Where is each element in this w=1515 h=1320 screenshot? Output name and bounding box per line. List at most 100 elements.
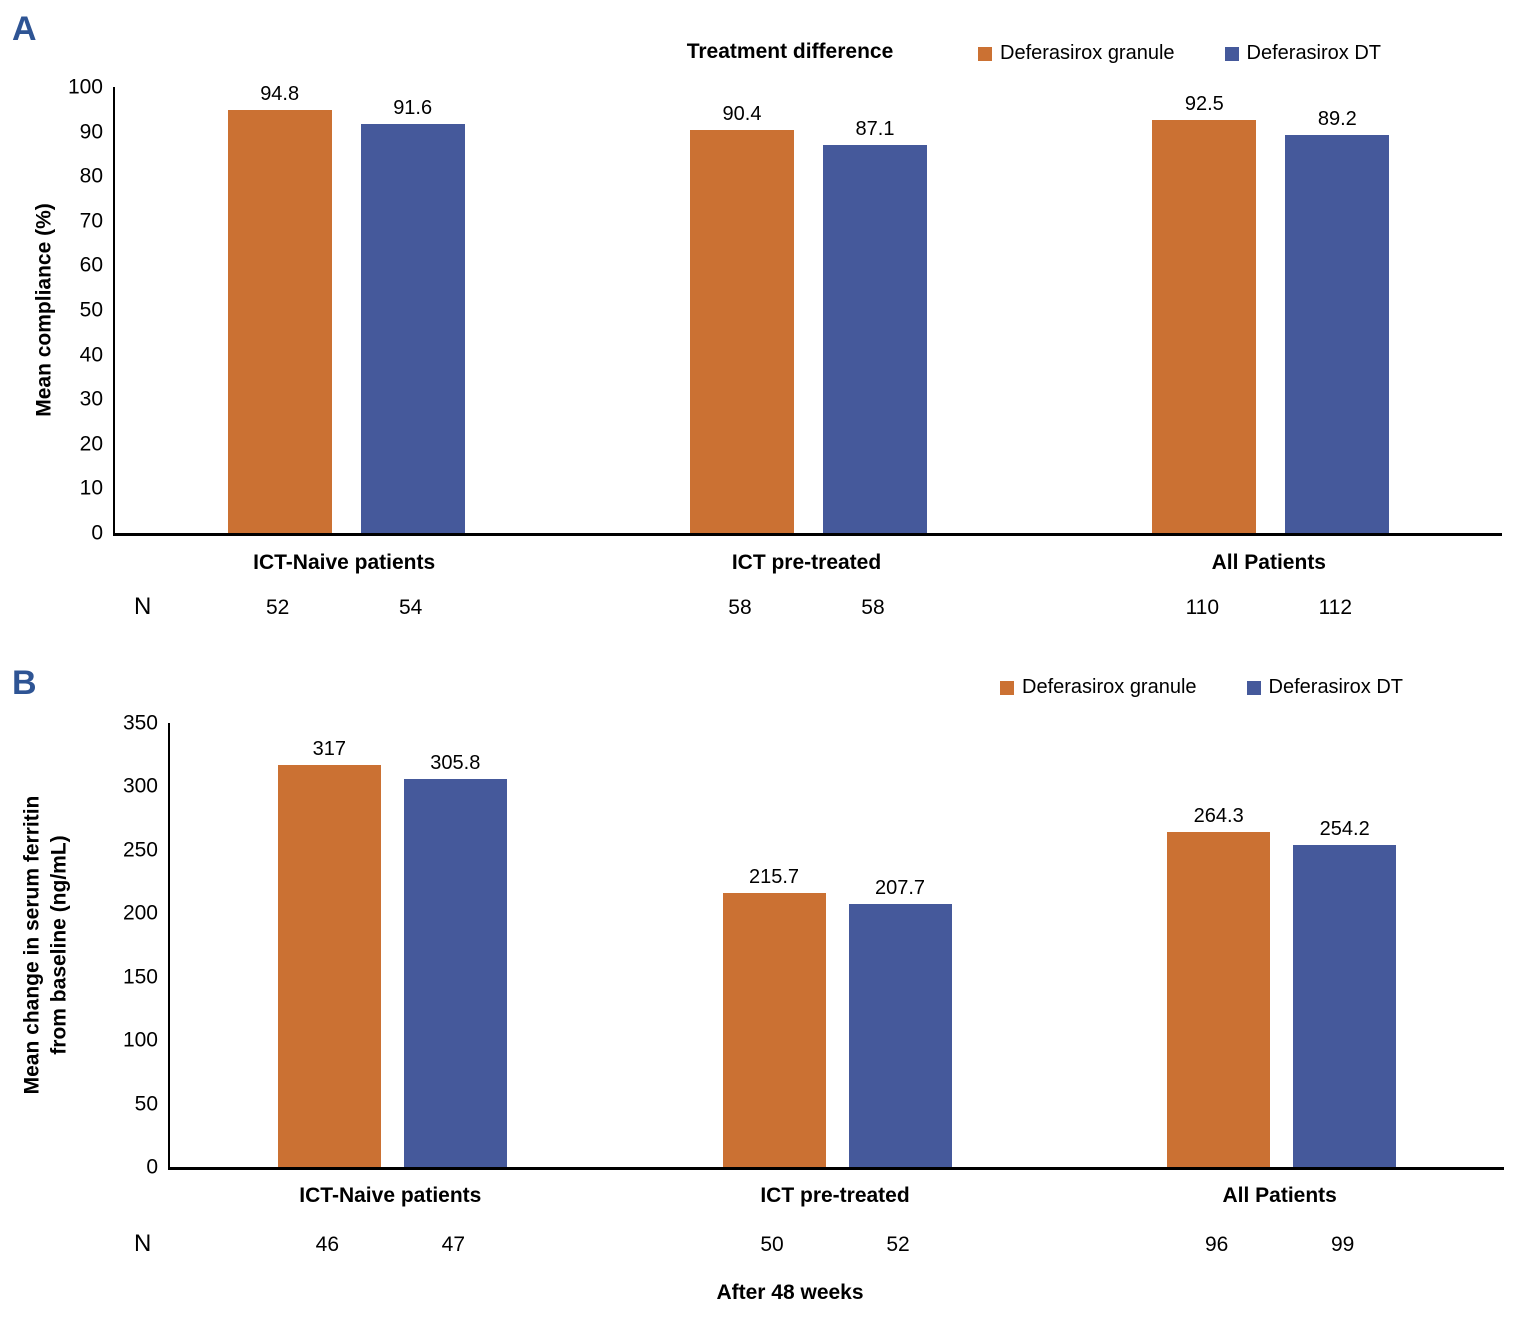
bar-with-label: 90.4 xyxy=(689,102,794,533)
y-axis-ticks-b: 0 50 100 150 200 250 300 350 xyxy=(0,713,158,1178)
bar xyxy=(227,110,332,533)
y-tick-label: 150 xyxy=(122,965,158,989)
bar xyxy=(403,779,507,1167)
legend-swatch-icon xyxy=(1246,680,1261,695)
bar xyxy=(848,903,952,1167)
panel-a-title: Treatment difference xyxy=(686,40,894,63)
x-axis-title: After 48 weeks xyxy=(716,1281,864,1304)
y-tick-label: 60 xyxy=(79,253,103,277)
bar xyxy=(1293,844,1397,1167)
bar-with-label: 305.8 xyxy=(403,752,507,1167)
y-tick-label: 100 xyxy=(122,1028,158,1052)
n-row-b: 46 47 50 52 96 99 xyxy=(168,1233,1502,1257)
category-label: ICT pre-treated xyxy=(760,1184,910,1207)
legend-label: Deferasirox granule xyxy=(1000,42,1175,64)
n-value: 58 xyxy=(728,596,752,619)
y-tick-label: 0 xyxy=(91,521,103,545)
bar-group: 215.7 207.7 xyxy=(615,723,1060,1167)
bar-with-label: 264.3 xyxy=(1167,804,1271,1167)
bar-value-label: 215.7 xyxy=(748,866,800,889)
bar xyxy=(822,144,927,533)
bar-value-label: 305.8 xyxy=(430,752,481,775)
bar-value-label: 264.3 xyxy=(1193,804,1244,827)
y-tick-label: 70 xyxy=(79,209,103,233)
n-row-label-a: N xyxy=(134,593,152,620)
y-tick-label: 80 xyxy=(79,164,103,188)
legend-item: Deferasirox DT xyxy=(1224,42,1382,65)
bar-value-label: 90.4 xyxy=(722,102,762,125)
bar-value-label: 89.2 xyxy=(1317,108,1357,131)
category-labels-a: ICT-Naive patients ICT pre-treated All Pat… xyxy=(113,551,1500,575)
category-label: All Patients xyxy=(1211,551,1326,574)
legend-b: Deferasirox granule Deferasirox DT xyxy=(1000,676,1403,699)
legend-label: Deferasirox DT xyxy=(1246,42,1382,64)
n-group: 58 58 xyxy=(575,596,1037,620)
bar-value-label: 94.8 xyxy=(260,83,300,106)
n-group: 52 54 xyxy=(113,596,575,620)
category-label: ICT pre-treated xyxy=(731,551,882,574)
n-value: 58 xyxy=(861,596,885,619)
legend-item: Deferasirox granule xyxy=(978,42,1175,65)
y-tick-label: 50 xyxy=(79,298,103,322)
n-group: 110 112 xyxy=(1038,596,1500,620)
bar xyxy=(1285,135,1390,533)
n-group: 96 99 xyxy=(1057,1233,1502,1257)
n-row-label-b: N xyxy=(134,1230,152,1257)
n-value: 52 xyxy=(886,1233,910,1256)
bar-value-label: 317 xyxy=(312,737,347,760)
bar xyxy=(1152,120,1257,533)
n-group: 46 47 xyxy=(168,1233,613,1257)
y-tick-label: 30 xyxy=(79,387,103,411)
y-tick-label: 200 xyxy=(122,901,158,925)
category-labels-b: ICT-Naive patients ICT pre-treated All Pat… xyxy=(168,1184,1502,1208)
n-value: 112 xyxy=(1318,596,1353,619)
bar xyxy=(277,764,381,1167)
legend-swatch-icon xyxy=(978,46,992,61)
bar-group: 94.8 91.6 xyxy=(115,83,577,533)
bar xyxy=(689,129,794,533)
panel-b-letter: B xyxy=(12,664,37,702)
n-value: 50 xyxy=(760,1233,784,1256)
bar-with-label: 207.7 xyxy=(848,876,952,1167)
y-tick-label: 250 xyxy=(122,838,158,862)
legend-item: Deferasirox granule xyxy=(1000,676,1197,699)
n-row-a: 52 54 58 58 110 112 xyxy=(113,596,1500,620)
bar xyxy=(722,893,826,1167)
bar-group: 90.4 87.1 xyxy=(577,87,1039,533)
panel-a-letter: A xyxy=(12,10,37,48)
y-tick-label: 100 xyxy=(67,75,103,99)
bar-value-label: 87.1 xyxy=(855,117,895,140)
y-tick-label: 50 xyxy=(134,1092,158,1116)
y-axis-ticks-a: 0 10 20 30 40 50 60 70 80 90 100 xyxy=(0,77,103,544)
n-value: 99 xyxy=(1330,1233,1355,1256)
n-value: 54 xyxy=(398,596,423,619)
n-value: 47 xyxy=(441,1233,465,1256)
plot-area-a: 94.8 91.6 90.4 87.1 92.5 89.2 xyxy=(113,83,1502,536)
bar xyxy=(1167,831,1271,1167)
legend-item: Deferasirox DT xyxy=(1246,676,1404,699)
legend-swatch-icon xyxy=(1224,46,1239,61)
n-value: 52 xyxy=(265,596,290,619)
category-label: ICT-Naive patients xyxy=(299,1184,482,1207)
y-tick-label: 300 xyxy=(122,774,158,798)
n-value: 96 xyxy=(1204,1233,1229,1256)
y-tick-label: 20 xyxy=(79,432,103,456)
bar-value-label: 207.7 xyxy=(874,876,926,899)
bar-with-label: 91.6 xyxy=(360,97,465,533)
n-value: 110 xyxy=(1185,596,1220,619)
legend-label: Deferasirox DT xyxy=(1268,676,1404,698)
n-value: 46 xyxy=(315,1233,339,1256)
bar-with-label: 87.1 xyxy=(822,117,927,533)
category-label: ICT-Naive patients xyxy=(253,551,436,574)
bar-group: 264.3 254.2 xyxy=(1059,723,1504,1167)
panel-a: A Treatment difference Deferasirox granu… xyxy=(0,0,1515,650)
y-tick-label: 10 xyxy=(79,476,103,500)
y-tick-label: 350 xyxy=(122,711,158,735)
bar-group: 92.5 89.2 xyxy=(1040,87,1502,533)
n-group: 50 52 xyxy=(613,1233,1058,1257)
legend-label: Deferasirox granule xyxy=(1022,676,1197,698)
legend-swatch-icon xyxy=(1000,680,1014,695)
bar-value-label: 92.5 xyxy=(1184,93,1224,116)
bar-value-label: 91.6 xyxy=(393,97,433,120)
